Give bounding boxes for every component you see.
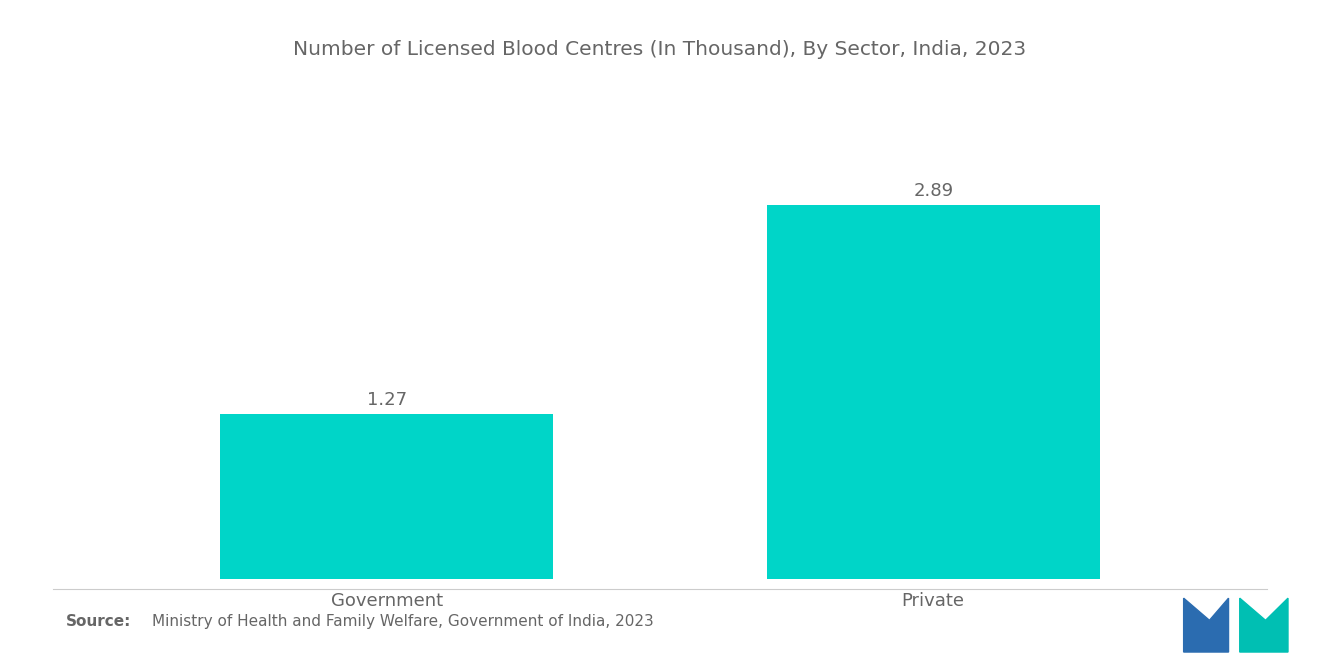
Polygon shape: [1184, 598, 1229, 652]
Text: 2.89: 2.89: [913, 182, 953, 200]
Text: Ministry of Health and Family Welfare, Government of India, 2023: Ministry of Health and Family Welfare, G…: [152, 614, 653, 629]
Bar: [767, 205, 1100, 579]
Polygon shape: [1239, 598, 1288, 652]
Text: Number of Licensed Blood Centres (In Thousand), By Sector, India, 2023: Number of Licensed Blood Centres (In Tho…: [293, 40, 1027, 59]
Text: 1.27: 1.27: [367, 391, 407, 409]
Text: Source:: Source:: [66, 614, 132, 629]
Bar: [220, 414, 553, 579]
